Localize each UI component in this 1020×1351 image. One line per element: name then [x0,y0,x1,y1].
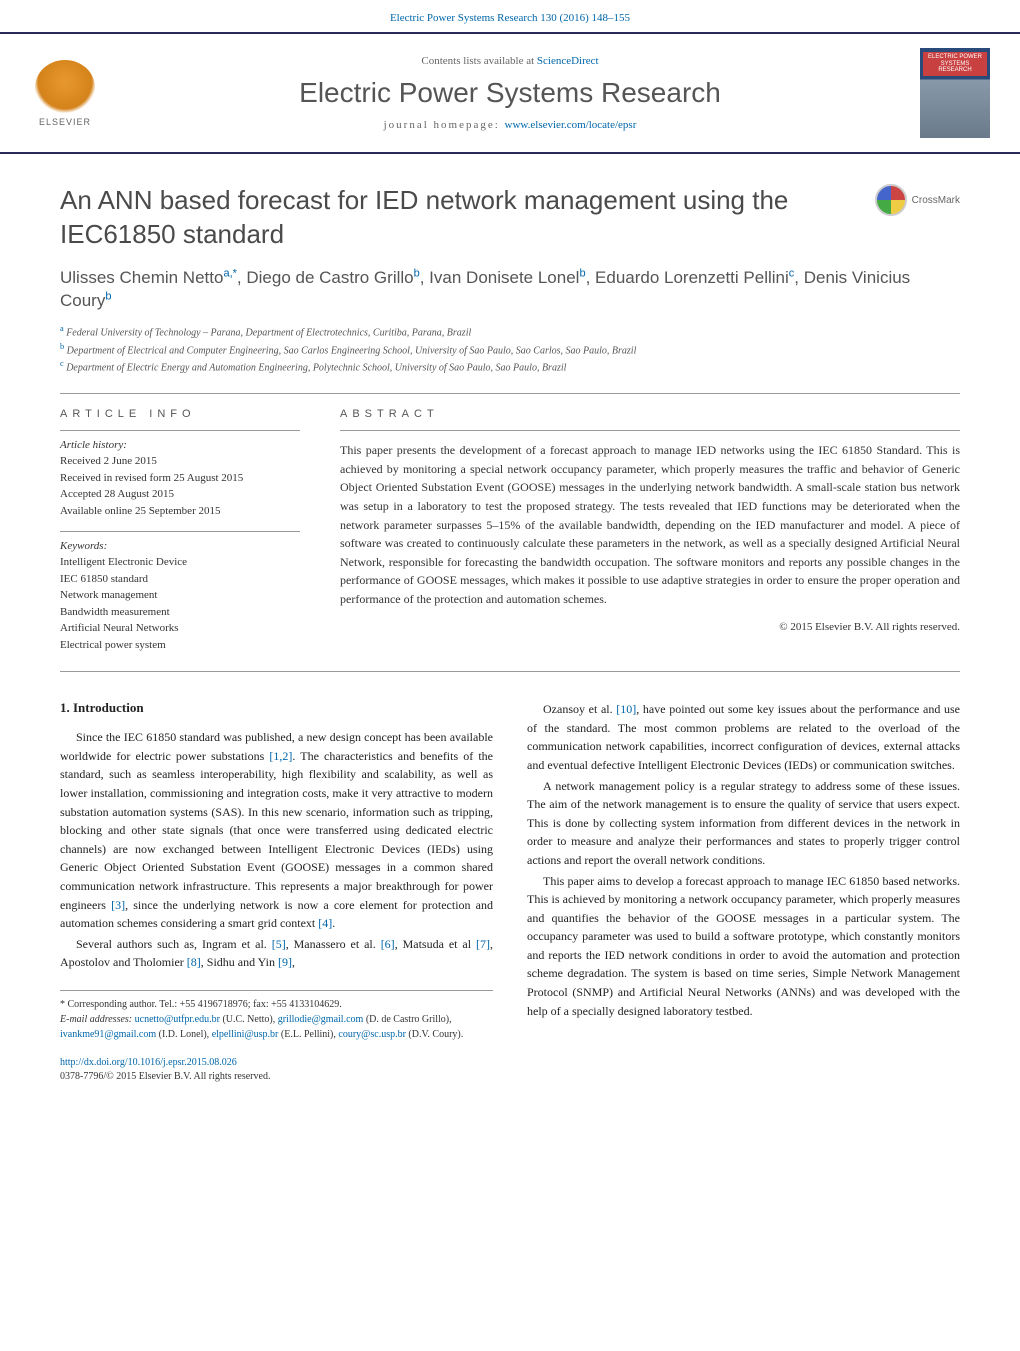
journal-cover-thumbnail: ELECTRIC POWER SYSTEMS RESEARCH [920,48,990,138]
abstract-copyright: © 2015 Elsevier B.V. All rights reserved… [340,621,960,633]
kw-divider [60,531,300,532]
authors-line: Ulisses Chemin Nettoa,*, Diego de Castro… [60,266,960,314]
affiliation-item: b Department of Electrical and Computer … [60,341,960,358]
affiliation-item: c Department of Electric Energy and Auto… [60,358,960,375]
section-number: 1. [60,700,70,715]
divider [60,393,960,394]
body-paragraph: Ozansoy et al. [10], have pointed out so… [527,700,960,774]
email-link[interactable]: coury@sc.usp.br [338,1029,406,1040]
keyword-item: Network management [60,587,300,604]
footnotes-block: * Corresponding author. Tel.: +55 419671… [60,990,493,1042]
elsevier-tree-icon [35,60,95,115]
divider-2 [60,671,960,672]
keyword-item: Electrical power system [60,637,300,654]
history-heading: Article history: [60,439,300,451]
info-abstract-row: ARTICLE INFO Article history: Received 2… [60,408,960,653]
body-paragraph: A network management policy is a regular… [527,777,960,870]
email-link[interactable]: grillodie@gmail.com [278,1014,364,1025]
section-title: Introduction [73,700,144,715]
article-info-heading: ARTICLE INFO [60,408,300,420]
article-info-block: ARTICLE INFO Article history: Received 2… [60,408,300,653]
abstract-block: ABSTRACT This paper presents the develop… [340,408,960,653]
history-item: Received 2 June 2015 [60,453,300,470]
info-divider [60,430,300,431]
history-item: Available online 25 September 2015 [60,503,300,520]
title-row: An ANN based forecast for IED network ma… [60,184,960,252]
homepage-link[interactable]: www.elsevier.com/locate/epsr [505,119,637,131]
keyword-item: IEC 61850 standard [60,571,300,588]
citation-line: Electric Power Systems Research 130 (201… [0,0,1020,32]
contents-prefix: Contents lists available at [421,55,536,67]
affiliation-item: a Federal University of Technology – Par… [60,323,960,340]
crossmark-badge[interactable]: CrossMark [875,184,960,216]
elsevier-logo: ELSEVIER [30,53,100,133]
homepage-prefix: journal homepage: [384,119,505,131]
journal-name: Electric Power Systems Research [100,77,920,109]
section-heading-intro: 1. Introduction [60,700,493,716]
corresponding-author-note: * Corresponding author. Tel.: +55 419671… [60,997,493,1012]
doi-link[interactable]: http://dx.doi.org/10.1016/j.epsr.2015.08… [60,1057,237,1068]
history-item: Received in revised form 25 August 2015 [60,470,300,487]
crossmark-label: CrossMark [912,195,960,206]
sciencedirect-link[interactable]: ScienceDirect [537,55,599,67]
history-list: Received 2 June 2015Received in revised … [60,453,300,519]
homepage-line: journal homepage: www.elsevier.com/locat… [100,119,920,131]
email-link[interactable]: ivankme91@gmail.com [60,1029,156,1040]
abstract-text: This paper presents the development of a… [340,441,960,608]
email-addresses: E-mail addresses: ucnetto@utfpr.edu.br (… [60,1012,493,1042]
paper-title: An ANN based forecast for IED network ma… [60,184,855,252]
body-paragraph: Since the IEC 61850 standard was publish… [60,728,493,933]
email-link[interactable]: ucnetto@utfpr.edu.br [135,1014,220,1025]
main-content: An ANN based forecast for IED network ma… [0,154,1020,1104]
crossmark-icon [875,184,907,216]
cover-label: ELECTRIC POWER SYSTEMS RESEARCH [923,52,987,76]
keyword-item: Bandwidth measurement [60,604,300,621]
body-left-column: 1. Introduction Since the IEC 61850 stan… [60,700,493,1084]
body-right-column: Ozansoy et al. [10], have pointed out so… [527,700,960,1084]
body-columns: 1. Introduction Since the IEC 61850 stan… [60,700,960,1084]
abstract-heading: ABSTRACT [340,408,960,420]
doi-block: http://dx.doi.org/10.1016/j.epsr.2015.08… [60,1056,493,1084]
keywords-list: Intelligent Electronic DeviceIEC 61850 s… [60,554,300,653]
keywords-heading: Keywords: [60,540,300,552]
emails-label: E-mail addresses: [60,1014,132,1025]
affiliations: a Federal University of Technology – Par… [60,323,960,375]
issn-copyright-line: 0378-7796/© 2015 Elsevier B.V. All right… [60,1071,270,1082]
email-link[interactable]: elpellini@usp.br [212,1029,279,1040]
header-center: Contents lists available at ScienceDirec… [100,55,920,131]
abs-divider [340,430,960,431]
contents-available-line: Contents lists available at ScienceDirec… [100,55,920,67]
body-paragraph: This paper aims to develop a forecast ap… [527,872,960,1021]
keyword-item: Artificial Neural Networks [60,620,300,637]
publisher-name: ELSEVIER [39,117,91,127]
keyword-item: Intelligent Electronic Device [60,554,300,571]
body-paragraph: Several authors such as, Ingram et al. [… [60,935,493,972]
journal-header: ELSEVIER Contents lists available at Sci… [0,32,1020,154]
history-item: Accepted 28 August 2015 [60,486,300,503]
